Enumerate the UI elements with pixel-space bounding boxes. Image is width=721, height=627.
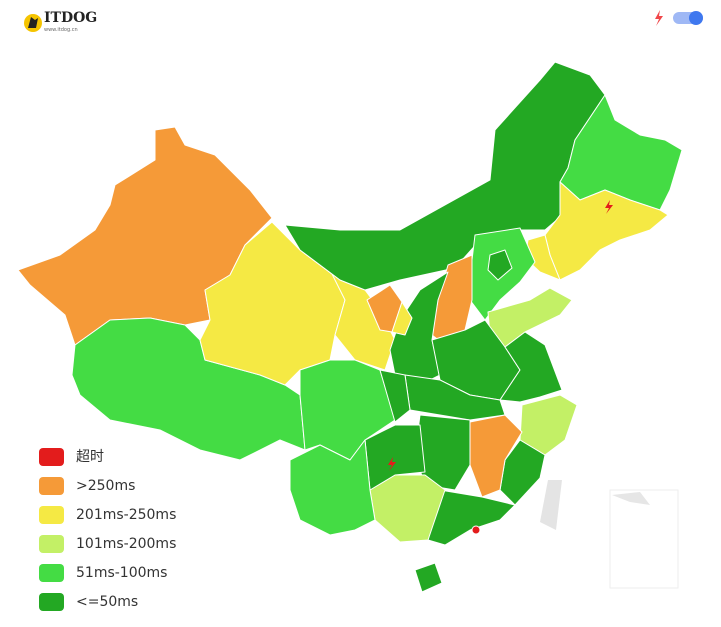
chongqing[interactable] (379, 369, 411, 423)
legend-swatch[interactable] (39, 535, 64, 553)
legend-label[interactable]: 201ms-250ms (76, 507, 176, 523)
jiangxi[interactable] (469, 414, 523, 498)
beijing[interactable] (487, 249, 513, 281)
qinghai[interactable] (199, 221, 346, 386)
legend: 超时 >250ms 201ms-250ms 101ms-200ms 51ms-100ms… (39, 448, 176, 611)
legend-swatch[interactable] (39, 506, 64, 524)
hong-kong[interactable] (471, 525, 481, 535)
province-map (17, 61, 683, 593)
lightning-icon (655, 10, 663, 26)
timeout-marker (605, 200, 613, 214)
hainan[interactable] (414, 562, 443, 593)
legend-label[interactable]: 101ms-200ms (76, 536, 176, 552)
logo-url: www.itdog.cn (44, 27, 78, 33)
legend-label[interactable]: >250ms (76, 478, 135, 494)
yunnan[interactable] (289, 439, 376, 536)
ningxia-east[interactable] (391, 301, 413, 336)
legend-label[interactable]: 51ms-100ms (76, 565, 167, 581)
south-china-sea-inset (609, 489, 679, 589)
guangdong[interactable] (427, 489, 516, 546)
jiangsu-anhui[interactable] (499, 331, 563, 403)
logo-text: ITDOG (44, 10, 97, 26)
taiwan (540, 480, 562, 530)
inset-frame (609, 489, 679, 589)
legend-label[interactable]: <=50ms (76, 594, 138, 610)
legend-swatch[interactable] (39, 448, 64, 466)
legend-swatch[interactable] (39, 564, 64, 582)
logo-dog (28, 17, 38, 28)
mode-toggle[interactable] (673, 11, 703, 25)
inset-land (612, 492, 650, 505)
legend-swatch[interactable] (39, 477, 64, 495)
timeout-marker (388, 457, 396, 471)
legend-label[interactable]: 超时 (76, 449, 104, 465)
toggle-knob (689, 11, 703, 25)
legend-swatch[interactable] (39, 593, 64, 611)
logo[interactable]: ITDOG www.itdog.cn (24, 10, 97, 33)
